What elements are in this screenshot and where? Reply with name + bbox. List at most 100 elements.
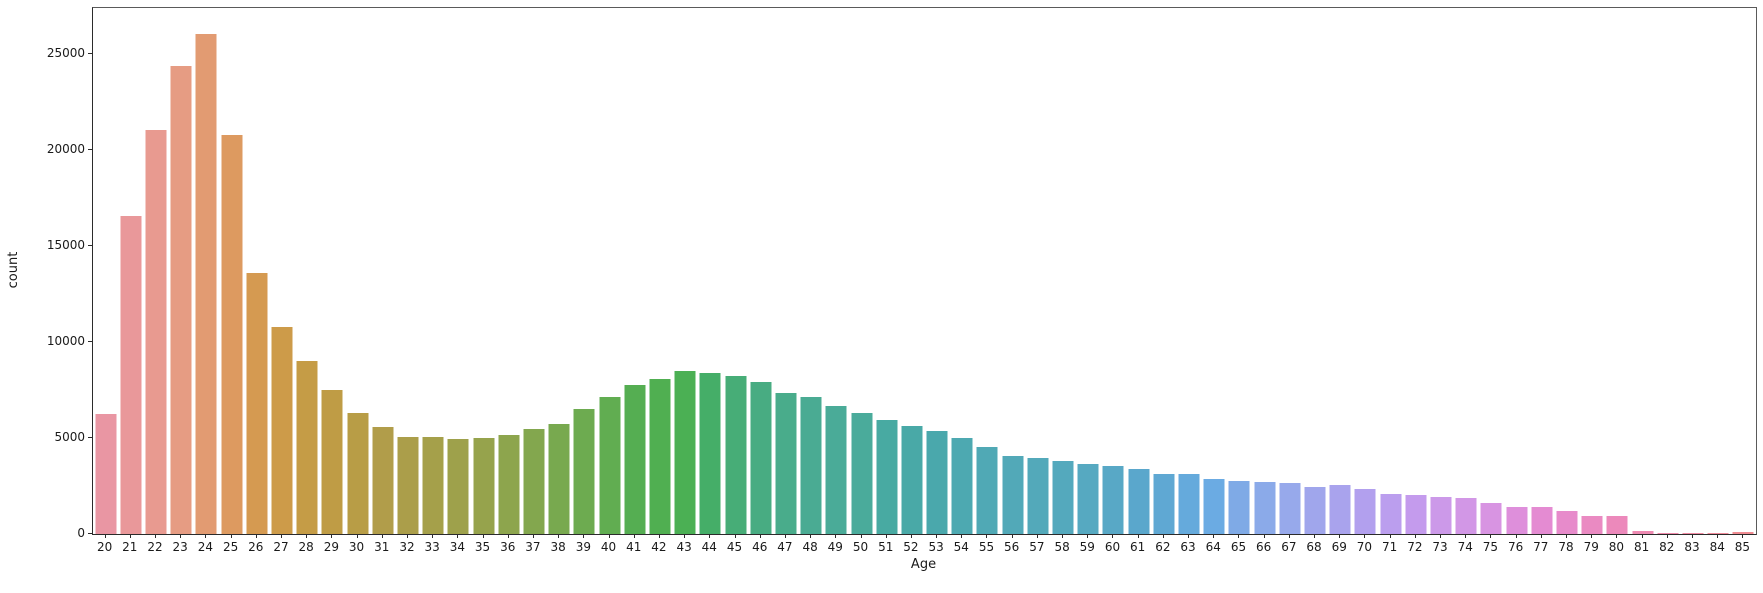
x-tick-label-84: 84 <box>1709 540 1725 554</box>
x-tick-label-21: 21 <box>122 540 138 554</box>
y-tick-label-5000: 5000 <box>54 430 85 444</box>
bar-age-70 <box>1354 489 1376 534</box>
y-tick-label-25000: 25000 <box>46 46 85 61</box>
x-tick-label-71: 71 <box>1382 540 1398 554</box>
x-tick-mark-70 <box>1364 534 1366 538</box>
x-tick-mark-24 <box>205 534 207 538</box>
x-tick-mark-77 <box>1540 534 1542 538</box>
x-tick-label-62: 62 <box>1155 540 1171 554</box>
x-tick-label-24: 24 <box>197 540 214 554</box>
bar-age-62 <box>1153 474 1175 534</box>
x-tick-label-28: 28 <box>298 540 314 554</box>
x-tick-label-59: 59 <box>1079 540 1095 554</box>
x-tick-mark-50 <box>860 534 862 538</box>
x-tick-mark-56 <box>1011 534 1013 538</box>
x-tick-label-50: 50 <box>852 540 869 554</box>
y-tick-mark-15000 <box>88 245 92 247</box>
x-tick-mark-38 <box>558 534 560 538</box>
bar-age-81 <box>1632 531 1654 534</box>
x-tick-label-67: 67 <box>1281 540 1297 554</box>
x-tick-mark-37 <box>532 534 534 538</box>
bar-age-78 <box>1556 510 1578 534</box>
x-tick-mark-61 <box>1137 534 1139 538</box>
bar-age-45 <box>725 376 747 534</box>
x-tick-label-76: 76 <box>1507 540 1524 554</box>
x-tick-label-77: 77 <box>1533 540 1549 554</box>
bar-age-69 <box>1329 485 1351 534</box>
bar-age-39 <box>573 408 595 534</box>
bar-age-52 <box>901 425 923 534</box>
bar-age-37 <box>523 429 545 534</box>
x-axis-label: Age <box>910 557 937 572</box>
x-tick-label-56: 56 <box>1004 540 1020 554</box>
x-tick-label-47: 47 <box>777 540 793 554</box>
x-tick-mark-66 <box>1263 534 1265 538</box>
x-tick-label-63: 63 <box>1180 540 1196 554</box>
x-tick-label-32: 32 <box>399 540 415 554</box>
x-tick-label-79: 79 <box>1583 540 1599 554</box>
y-tick-mark-10000 <box>88 341 92 343</box>
bar-age-47 <box>775 392 797 534</box>
y-tick-mark-5000 <box>88 437 92 438</box>
bar-age-63 <box>1178 474 1200 534</box>
bar-age-41 <box>624 385 646 534</box>
x-tick-label-83: 83 <box>1684 540 1700 554</box>
bar-age-58 <box>1052 460 1074 534</box>
y-tick-label-15000: 15000 <box>46 238 85 253</box>
x-tick-label-66: 66 <box>1256 540 1272 554</box>
bar-age-32 <box>397 436 419 534</box>
bar-age-75 <box>1480 503 1502 534</box>
x-tick-label-52: 52 <box>903 540 919 554</box>
bar-age-80 <box>1606 516 1628 534</box>
x-tick-mark-84 <box>1717 534 1719 538</box>
x-tick-mark-31 <box>381 534 383 538</box>
bar-age-48 <box>800 397 822 534</box>
x-tick-mark-85 <box>1742 534 1744 538</box>
x-tick-mark-22 <box>154 534 156 538</box>
x-tick-mark-71 <box>1389 534 1391 538</box>
x-tick-label-48: 48 <box>802 540 818 554</box>
x-tick-label-75: 75 <box>1482 540 1499 554</box>
bar-age-61 <box>1128 468 1150 534</box>
x-tick-label-58: 58 <box>1054 540 1070 554</box>
x-tick-mark-44 <box>709 534 711 538</box>
x-tick-mark-81 <box>1641 534 1643 538</box>
bar-age-24 <box>195 33 217 534</box>
bar-age-20 <box>95 414 117 534</box>
x-tick-mark-28 <box>306 534 308 538</box>
x-tick-mark-59 <box>1087 534 1089 538</box>
plot-area <box>92 7 1757 535</box>
bar-age-73 <box>1430 496 1452 534</box>
x-tick-label-30: 30 <box>348 540 365 554</box>
x-tick-label-38: 38 <box>550 540 566 554</box>
x-tick-label-54: 54 <box>953 540 969 554</box>
bar-age-72 <box>1405 495 1427 534</box>
x-tick-mark-67 <box>1288 534 1290 538</box>
x-tick-mark-52 <box>910 534 912 538</box>
x-tick-label-45: 45 <box>726 540 743 554</box>
x-tick-mark-53 <box>936 534 938 538</box>
bar-age-65 <box>1228 481 1250 534</box>
y-tick-mark-25000 <box>88 53 92 55</box>
bar-age-57 <box>1027 457 1049 534</box>
x-tick-label-49: 49 <box>827 540 843 554</box>
bar-age-56 <box>1002 456 1024 534</box>
x-tick-mark-54 <box>961 534 963 538</box>
bar-age-33 <box>422 436 444 534</box>
x-tick-mark-78 <box>1566 534 1568 538</box>
bar-age-27 <box>271 326 293 534</box>
x-tick-label-57: 57 <box>1029 540 1045 554</box>
x-tick-label-31: 31 <box>374 540 390 554</box>
x-tick-mark-20 <box>104 534 106 538</box>
x-tick-mark-40 <box>608 534 610 538</box>
x-tick-mark-39 <box>583 534 585 538</box>
bar-age-25 <box>221 134 243 534</box>
x-tick-mark-82 <box>1666 534 1668 538</box>
x-tick-mark-23 <box>180 534 182 538</box>
bar-age-30 <box>347 413 369 534</box>
x-tick-mark-36 <box>507 534 509 538</box>
x-tick-mark-43 <box>684 534 686 538</box>
bar-age-22 <box>145 129 167 534</box>
x-tick-label-23: 23 <box>172 540 188 554</box>
